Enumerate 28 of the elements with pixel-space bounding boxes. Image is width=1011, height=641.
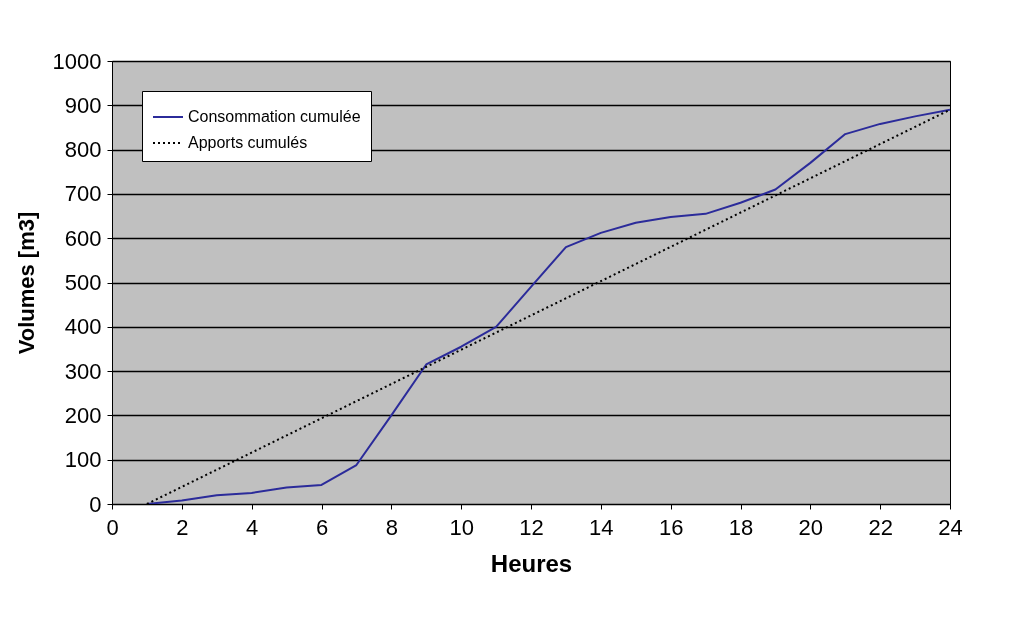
x-tick-label: 14 xyxy=(589,514,614,540)
y-tick-label: 300 xyxy=(64,358,102,384)
y-tick-label: 100 xyxy=(64,447,102,473)
y-tick-label: 700 xyxy=(64,181,102,207)
y-tick-label: 900 xyxy=(64,92,102,118)
y-tick-label: 400 xyxy=(64,314,102,340)
y-tick-label: 800 xyxy=(64,137,102,163)
x-tick-label: 6 xyxy=(315,514,329,540)
x-tick-label: 22 xyxy=(868,514,893,540)
x-tick-label: 8 xyxy=(385,514,398,540)
y-axis-title: Volumes [m3] xyxy=(13,211,39,355)
y-tick-label: 600 xyxy=(64,225,102,251)
legend-label: Consommation cumulée xyxy=(188,108,361,125)
x-tick-label: 16 xyxy=(658,514,684,540)
x-tick-label: 0 xyxy=(106,514,119,540)
y-tick-label: 500 xyxy=(64,270,102,295)
x-tick-label: 20 xyxy=(798,514,824,540)
x-tick-label: 24 xyxy=(938,514,963,540)
x-tick-label: 18 xyxy=(728,514,754,540)
x-tick-label: 4 xyxy=(246,514,259,540)
x-tick-label: 2 xyxy=(176,514,189,540)
y-tick-label: 200 xyxy=(64,402,102,428)
x-tick-label: 10 xyxy=(449,514,474,540)
x-tick-label: 12 xyxy=(519,514,544,540)
x-axis-title: Heures xyxy=(490,549,573,577)
y-tick-label: 1000 xyxy=(52,48,102,74)
legend-label: Apports cumulés xyxy=(188,134,308,151)
y-tick-label: 0 xyxy=(89,491,102,517)
